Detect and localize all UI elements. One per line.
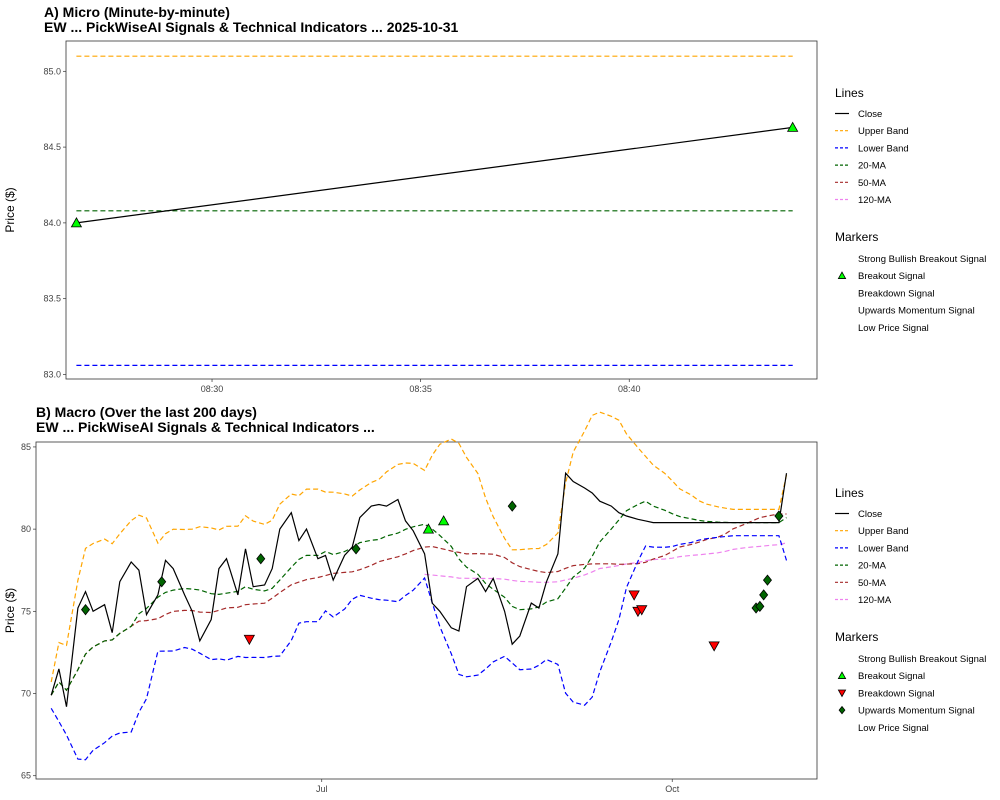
panel-b-ytick-label-3: 80 [21,524,31,534]
panel-b-xtick-label-1: Oct [665,784,680,794]
panel-a-legend-marker-1 [837,271,847,279]
panel-b-legend-marker-2 [837,689,847,698]
panel-a-legend-marker-label-3: Upwards Momentum Signal [858,306,975,317]
panel-a-ytick-label-0: 83.0 [43,369,61,379]
panel-b-series-lower-band [50,535,788,761]
panel-b-legend-label-0: Close [858,509,882,520]
panel-a-legend-label-5: 120-MA [858,195,892,206]
panel-b-legend-label-4: 50-MA [858,578,887,589]
panel-b-marker-upwards-momentum-signal-4 [507,500,517,512]
panel-b-chart: 65 70 75 80 85 Jul Oct Price ($) Lines Close Upper… [3,411,986,794]
panel-a-ytick-label-3: 84.5 [43,142,61,152]
panel-a-marker-breakout-signal-1 [786,121,799,132]
panel-a-legend-lines-title: Lines [835,86,864,100]
panel-b-legend-label-1: Upper Band [858,526,909,537]
panel-b-ytick-label-0: 65 [21,771,31,781]
panel-a-marker-breakout-signal-0 [70,217,83,228]
panel-b-legend-label-3: 20-MA [858,561,887,572]
panel-b-legend-markers-title: Markers [835,630,878,644]
panel-a-legend-label-1: Upper Band [858,126,909,137]
panel-b-series-close [50,471,788,707]
panel-b-legend-marker-1 [837,671,847,679]
panel-b-legend-marker-label-4: Low Price Signal [858,723,929,734]
panel-b-legend-marker-label-0: Strong Bullish Breakout Signal [858,654,986,665]
panel-a-legend-marker-label-0: Strong Bullish Breakout Signal [858,254,986,265]
panel-b-marker-upwards-momentum-signal-7 [759,589,769,601]
panel-a-xtick-label-2: 08:40 [618,384,641,394]
panel-b-marker-upwards-momentum-signal-1 [157,576,167,588]
panel-b-ytick-label-2: 75 [21,606,31,616]
panel-a-legend-label-2: Lower Band [858,143,909,154]
panel-b-marker-upwards-momentum-signal-9 [774,510,784,522]
panel-a-legend-markers-title: Markers [835,230,878,244]
panel-b-series-50-ma [50,513,787,696]
panel-b-marker-breakdown-signal-4 [708,641,720,652]
panel-a-legend-marker-label-4: Low Price Signal [858,323,929,334]
panel-b-marker-breakout-signal-1 [437,515,450,526]
panel-b-subtitle: EW ... PickWiseAI Signals & Technical In… [36,419,375,435]
panel-b-plot-frame [35,441,818,780]
panel-a-ylabel: Price ($) [3,187,17,232]
panel-a-plot-frame [65,40,818,380]
panel-b-legend-marker-label-2: Breakdown Signal [858,688,935,699]
panel-a-series-close [76,126,793,224]
panel-a-title: A) Micro (Minute-by-minute) [44,4,230,20]
panel-b-ylabel: Price ($) [3,588,17,633]
panel-a-chart: 83.0 83.5 84.0 84.5 85.0 08:30 08:35 08:40 Price… [3,40,986,394]
panel-b-marker-upwards-momentum-signal-0 [81,604,91,616]
panel-b-legend-marker-3 [838,705,846,715]
panel-b-ytick-label-4: 85 [21,442,31,452]
panel-a-ytick-label-2: 84.0 [43,218,61,228]
panel-b-ytick-label-1: 70 [21,689,31,699]
panel-b-marker-upwards-momentum-signal-3 [351,543,361,555]
panel-b-marker-breakdown-signal-3 [636,605,648,616]
panel-b-legend-marker-label-3: Upwards Momentum Signal [858,706,975,717]
panel-b-series-120-ma [424,542,787,583]
panel-b-legend-marker-label-1: Breakout Signal [858,671,925,682]
panel-b-title: B) Macro (Over the last 200 days) [36,404,257,420]
panel-a-ytick-label-1: 83.5 [43,294,61,304]
panel-b-marker-upwards-momentum-signal-6 [755,600,765,613]
panel-a-legend-label-3: 20-MA [858,161,887,172]
panel-a-legend-label-0: Close [858,109,882,120]
panel-b-marker-breakdown-signal-1 [628,590,640,601]
panel-a-xtick-label-0: 08:30 [201,384,224,394]
panel-b-series-20-ma [50,500,787,696]
panel-b-legend-label-2: Lower Band [858,543,909,554]
panel-b-legend-lines-title: Lines [835,486,864,500]
panel-a-legend-label-4: 50-MA [858,178,887,189]
panel-b-xtick-label-0: Jul [316,784,328,794]
panel-b-legend-label-5: 120-MA [858,595,892,606]
panel-b-marker-breakout-signal-0 [422,523,435,534]
panel-b-marker-breakdown-signal-0 [243,634,256,646]
panel-a-legend-marker-label-2: Breakdown Signal [858,288,935,299]
panel-b-marker-upwards-momentum-signal-8 [762,574,772,586]
panel-a-legend-marker-label-1: Breakout Signal [858,271,925,282]
panel-a-xtick-label-1: 08:35 [409,384,432,394]
panel-a-ytick-label-4: 85.0 [43,66,61,76]
panel-a-subtitle: EW ... PickWiseAI Signals & Technical In… [44,19,459,35]
panel-b-marker-upwards-momentum-signal-2 [256,553,266,565]
